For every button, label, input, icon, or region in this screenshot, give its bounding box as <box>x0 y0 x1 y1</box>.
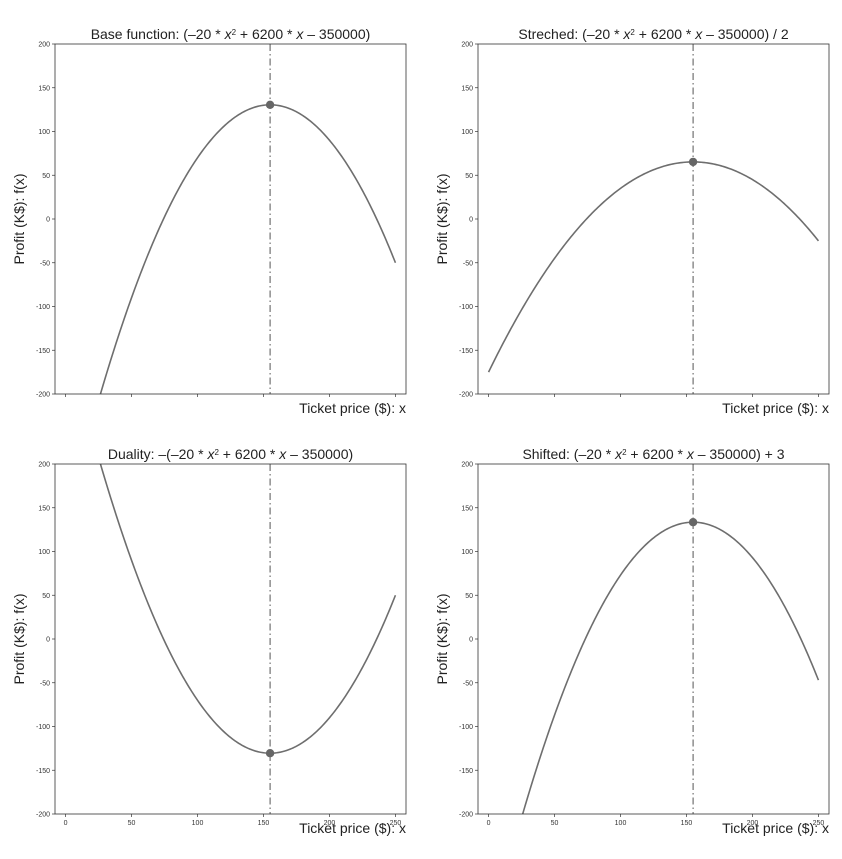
y-tick-label: 150 <box>461 85 473 92</box>
vertex-marker <box>265 100 275 110</box>
y-axis-label: Profit (K$): f(x) <box>434 593 450 684</box>
x-tick-label: 0 <box>64 820 68 827</box>
x-tick-label: 250 <box>390 820 402 827</box>
y-tick-label: 150 <box>38 505 50 512</box>
y-tick-label: -200 <box>36 392 50 399</box>
plot-frame <box>54 43 407 395</box>
subplot-title: Streched: (–20 * x2 + 6200 * x – 350000)… <box>518 26 788 42</box>
y-tick-label: -100 <box>36 304 50 311</box>
function-curve <box>521 521 820 814</box>
subplot-title: Duality: –(–20 * x2 + 6200 * x – 350000) <box>108 446 353 462</box>
y-tick-label: -100 <box>36 724 50 731</box>
y-tick-label: 0 <box>46 217 50 224</box>
y-tick-label: -50 <box>40 260 50 267</box>
y-tick-label: 100 <box>38 549 50 556</box>
y-tick-label: 200 <box>461 462 473 469</box>
y-tick-label: 50 <box>465 593 473 600</box>
vertex-marker <box>688 157 698 167</box>
y-axis-label: Profit (K$): f(x) <box>11 593 27 684</box>
x-axis-label: Ticket price ($): x <box>299 400 406 416</box>
x-tick-label: 50 <box>128 820 136 827</box>
vertex-marker <box>265 748 275 758</box>
x-tick-label: 50 <box>551 820 559 827</box>
plot-frame <box>54 463 407 815</box>
x-tick-label: 150 <box>681 820 693 827</box>
y-tick-label: 100 <box>461 549 473 556</box>
y-axis-label: Profit (K$): f(x) <box>11 173 27 264</box>
y-tick-label: 200 <box>38 462 50 469</box>
vertex-marker <box>688 517 698 527</box>
x-tick-label: 100 <box>192 820 204 827</box>
function-curve <box>99 104 397 394</box>
y-axis-label: Profit (K$): f(x) <box>434 173 450 264</box>
y-tick-label: -200 <box>36 812 50 819</box>
function-curve <box>99 464 397 754</box>
y-tick-label: 50 <box>465 173 473 180</box>
y-tick-label: 150 <box>461 505 473 512</box>
y-tick-label: -150 <box>36 348 50 355</box>
y-tick-label: 0 <box>469 637 473 644</box>
y-tick-label: 200 <box>461 42 473 49</box>
x-axis-label: Ticket price ($): x <box>722 400 829 416</box>
y-tick-label: -200 <box>459 392 473 399</box>
y-tick-label: 0 <box>469 217 473 224</box>
y-tick-label: 150 <box>38 85 50 92</box>
y-tick-label: -50 <box>40 680 50 687</box>
y-tick-label: 200 <box>38 42 50 49</box>
y-tick-label: -50 <box>463 260 473 267</box>
subplot-3: Duality: –(–20 * x2 + 6200 * x – 350000)… <box>11 446 407 836</box>
subplot-4: Shifted: (–20 * x2 + 6200 * x – 350000) … <box>434 446 830 836</box>
plot-frame <box>477 463 830 815</box>
y-tick-label: 100 <box>461 129 473 136</box>
y-tick-label: -200 <box>459 812 473 819</box>
x-tick-label: 100 <box>615 820 627 827</box>
subplot-1: Base function: (–20 * x2 + 6200 * x – 35… <box>11 26 407 416</box>
x-tick-label: 200 <box>324 820 336 827</box>
y-tick-label: -150 <box>459 348 473 355</box>
subplot-title: Base function: (–20 * x2 + 6200 * x – 35… <box>91 26 371 42</box>
function-curve <box>487 161 820 373</box>
y-tick-label: -50 <box>463 680 473 687</box>
y-tick-label: 0 <box>46 637 50 644</box>
x-tick-label: 150 <box>258 820 270 827</box>
y-tick-label: -100 <box>459 724 473 731</box>
x-axis-label: Ticket price ($): x <box>722 820 829 836</box>
y-tick-label: -150 <box>459 768 473 775</box>
x-tick-label: 0 <box>487 820 491 827</box>
y-tick-label: -150 <box>36 768 50 775</box>
x-tick-label: 200 <box>747 820 759 827</box>
subplot-2: Streched: (–20 * x2 + 6200 * x – 350000)… <box>434 26 830 416</box>
y-tick-label: 50 <box>42 173 50 180</box>
subplot-title: Shifted: (–20 * x2 + 6200 * x – 350000) … <box>522 446 784 462</box>
plot-frame <box>477 43 830 395</box>
y-tick-label: -100 <box>459 304 473 311</box>
y-tick-label: 50 <box>42 593 50 600</box>
x-tick-label: 250 <box>813 820 825 827</box>
y-tick-label: 100 <box>38 129 50 136</box>
x-axis-label: Ticket price ($): x <box>299 820 406 836</box>
